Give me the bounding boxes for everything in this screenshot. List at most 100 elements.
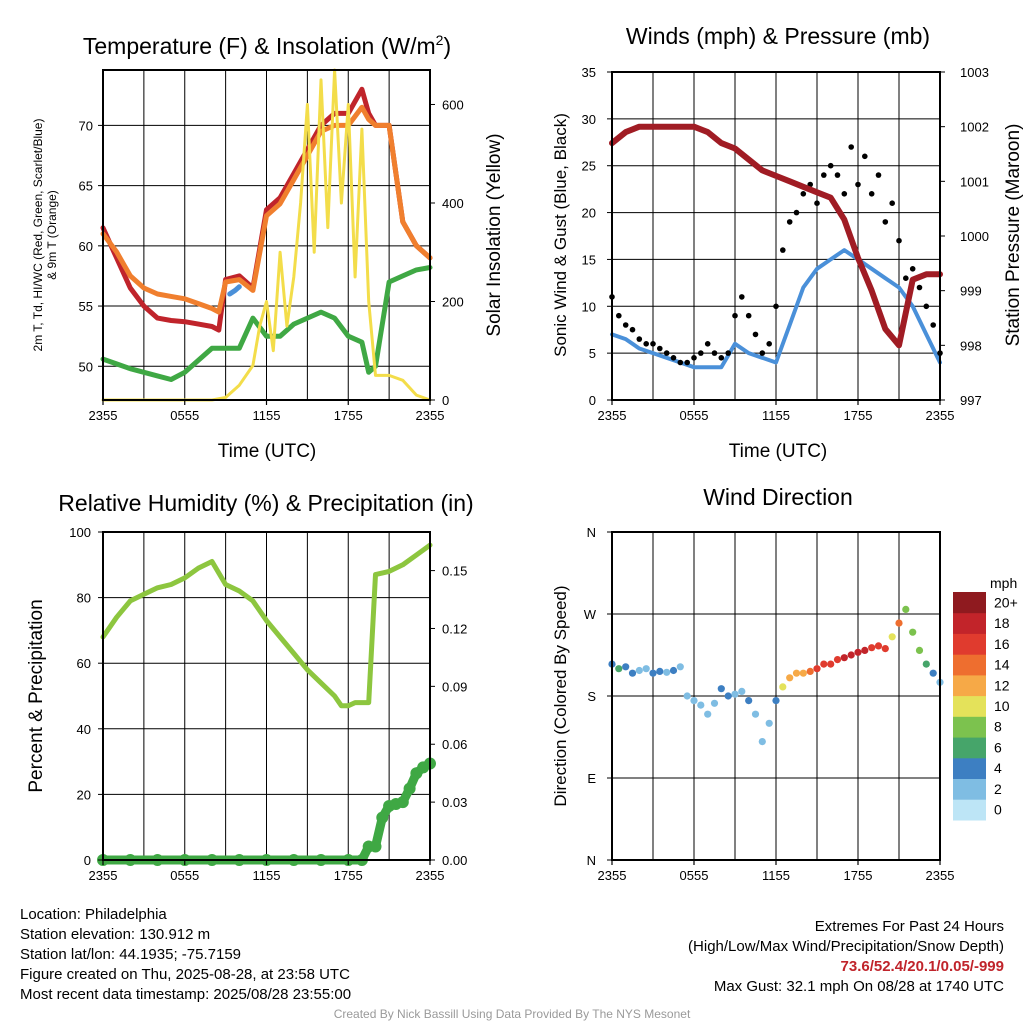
x-tick-label-0: 2355 xyxy=(89,868,118,883)
colorbar-label-2: 4 xyxy=(994,760,1002,776)
gust-point-32 xyxy=(827,162,834,169)
gust-point-42 xyxy=(896,237,902,244)
gust-point-1 xyxy=(616,312,622,319)
direction-point-43 xyxy=(902,605,910,614)
x-tick-label-2: 1155 xyxy=(762,868,790,883)
gust-point-19 xyxy=(739,294,745,300)
credit-text: Created By Nick Bassill Using Data Provi… xyxy=(333,1007,691,1021)
elevation-text: Station elevation: 130.912 m xyxy=(20,926,211,943)
y-right-tick-label-4: 0.12 xyxy=(442,621,467,636)
panel-title: Wind Direction xyxy=(703,484,853,510)
y-left-tick-label-1: 5 xyxy=(589,346,596,361)
extremes-values: 73.6/52.4/20.1/0.05/-999 xyxy=(840,958,1004,975)
precip-point-16 xyxy=(396,796,409,809)
gust-point-5 xyxy=(643,341,649,347)
colorbar-label-10: 20+ xyxy=(994,594,1018,610)
gust-point-21 xyxy=(752,331,759,338)
gust-point-39 xyxy=(875,172,882,178)
gust-point-41 xyxy=(889,200,895,206)
y-left-axis-label: Sonic Wind & Gust (Blue, Black) xyxy=(551,113,570,357)
direction-point-35 xyxy=(847,651,855,659)
direction-point-44 xyxy=(909,628,917,636)
gust-point-43 xyxy=(903,275,909,282)
precip-point-13 xyxy=(376,811,389,824)
title-end: ) xyxy=(443,33,451,59)
x-tick-label-1: 0555 xyxy=(680,868,709,883)
direction-point-29 xyxy=(806,667,814,676)
y-left-tick-label-3: 65 xyxy=(79,179,93,194)
panel-title: Winds (mph) & Pressure (mb) xyxy=(626,23,930,49)
x-tick-label-4: 2355 xyxy=(416,868,445,883)
gust-point-7 xyxy=(657,345,663,352)
direction-point-39 xyxy=(874,642,883,650)
y-left-tick-label-4: 70 xyxy=(79,118,93,133)
y-left-tick-label-4: 80 xyxy=(77,591,91,606)
y-left-tick-label-5: 100 xyxy=(69,525,91,540)
y-right-tick-label-3: 0.09 xyxy=(442,679,467,694)
gust-point-14 xyxy=(704,341,711,347)
gust-point-37 xyxy=(862,153,868,160)
gust-point-31 xyxy=(821,172,827,178)
direction-point-17 xyxy=(724,692,732,700)
colorbar-swatch-6 xyxy=(953,674,986,697)
colorbar-label-4: 8 xyxy=(994,719,1002,735)
colorbar-label-7: 14 xyxy=(994,657,1010,673)
y-right-tick-label-4: 1001 xyxy=(960,174,989,189)
y-tick-label-1: E xyxy=(587,771,596,786)
direction-point-12 xyxy=(690,697,698,705)
y-right-tick-label-0: 0.00 xyxy=(442,853,467,868)
y-left-tick-label-0: 50 xyxy=(79,359,93,374)
direction-point-45 xyxy=(915,646,924,655)
gust-point-44 xyxy=(909,266,916,272)
x-tick-label-4: 2355 xyxy=(416,408,445,423)
colorbar-swatch-1 xyxy=(953,778,986,800)
gust-point-12 xyxy=(691,355,697,361)
direction-point-47 xyxy=(929,669,937,677)
y-left-axis-label: Direction (Colored By Speed) xyxy=(551,585,570,806)
colorbar-label-9: 18 xyxy=(994,615,1010,631)
gust-point-30 xyxy=(814,200,820,206)
y-right-axis-label: Solar Insolation (Yellow) xyxy=(484,133,505,336)
gust-point-36 xyxy=(855,181,861,188)
series-line-maroon xyxy=(609,123,943,349)
y-right-axis-label: Station Pressure (Maroon) xyxy=(1003,124,1024,347)
y-left-axis-label-2: & 9m T (Orange) xyxy=(45,190,59,280)
x-tick-label-3: 1755 xyxy=(334,408,363,423)
panel-title: Relative Humidity (%) & Precipitation (i… xyxy=(58,490,473,516)
colorbar-label-6: 12 xyxy=(994,677,1010,693)
colorbar-label-1: 2 xyxy=(994,781,1002,797)
x-tick-label-1: 0555 xyxy=(170,868,199,883)
gust-point-38 xyxy=(868,191,875,197)
extremes-info: Extremes For Past 24 Hours (High/Low/Max… xyxy=(688,917,1004,997)
direction-point-1 xyxy=(615,665,623,673)
direction-point-36 xyxy=(854,648,862,656)
precip-point-17 xyxy=(403,782,416,795)
x-tick-label-2: 1155 xyxy=(253,408,281,423)
direction-point-34 xyxy=(840,654,848,662)
colorbar-swatch-8 xyxy=(953,633,986,655)
title-main: Temperature (F) & Insolation (W/m xyxy=(83,33,436,59)
colorbar-swatch-2 xyxy=(953,757,986,779)
x-tick-label-1: 0555 xyxy=(170,408,199,423)
direction-point-11 xyxy=(683,692,691,700)
created-text: Figure created on Thu, 2025-08-28, at 23… xyxy=(20,966,350,983)
direction-point-30 xyxy=(813,665,821,673)
y-left-tick-label-0: 0 xyxy=(84,853,91,868)
y-left-tick-label-5: 25 xyxy=(582,159,596,174)
gust-point-11 xyxy=(684,359,690,366)
direction-point-7 xyxy=(656,667,664,676)
gust-point-35 xyxy=(848,144,854,150)
gust-point-20 xyxy=(745,312,752,319)
direction-point-24 xyxy=(772,697,780,705)
colorbar-label-8: 16 xyxy=(994,636,1010,652)
gust-point-8 xyxy=(663,350,670,356)
x-tick-label-0: 2355 xyxy=(89,408,118,423)
direction-point-27 xyxy=(792,669,801,677)
colorbar-label-0: 0 xyxy=(994,802,1002,818)
direction-point-15 xyxy=(710,699,719,707)
direction-point-38 xyxy=(868,644,876,652)
direction-point-20 xyxy=(745,697,753,705)
gust-point-3 xyxy=(629,326,636,333)
direction-point-6 xyxy=(649,669,657,677)
